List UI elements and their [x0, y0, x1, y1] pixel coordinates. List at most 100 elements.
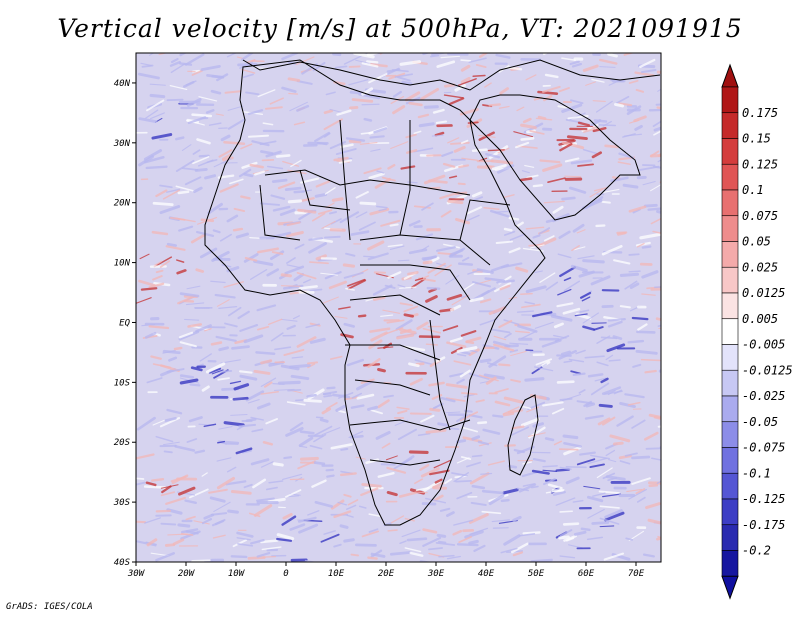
field-streak: [321, 220, 336, 229]
field-streak: [497, 164, 515, 174]
field-streak: [403, 305, 419, 313]
field-streak: [587, 457, 607, 465]
field-streak: [591, 151, 602, 159]
field-streak: [260, 461, 274, 468]
field-streak: [404, 547, 422, 553]
field-streak: [414, 359, 433, 366]
field-streak: [166, 368, 185, 373]
europe-coast: [242, 59, 661, 91]
field-streak: [160, 491, 176, 497]
field-streak: [406, 537, 428, 542]
field-streak: [301, 63, 318, 75]
field-streak: [650, 184, 661, 192]
field-streak: [337, 501, 348, 506]
field-streak: [449, 372, 464, 378]
field-streak: [603, 390, 623, 395]
field-streak: [340, 333, 354, 339]
field-streak: [497, 147, 510, 154]
field-streak: [305, 323, 320, 329]
field-streak: [541, 360, 551, 368]
field-streak: [656, 70, 661, 75]
field-streak: [345, 137, 366, 142]
field-streak: [333, 510, 352, 519]
field-streak: [233, 207, 246, 213]
field-streak: [494, 388, 509, 394]
field-streak: [542, 163, 563, 172]
field-streak: [469, 296, 484, 303]
field-streak: [624, 452, 638, 457]
field-streak: [187, 323, 203, 328]
field-streak: [386, 490, 398, 497]
field-streak: [626, 488, 643, 493]
field-streak: [166, 188, 181, 193]
field-streak: [209, 496, 226, 503]
field-streak: [589, 188, 603, 198]
field-streak: [522, 117, 532, 124]
field-streak: [340, 143, 354, 149]
field-streak: [598, 490, 620, 495]
field-streak: [367, 252, 389, 261]
field-streak: [508, 216, 520, 221]
field-streak: [522, 531, 541, 535]
field-streak: [547, 177, 566, 184]
field-streak: [562, 522, 580, 526]
field-streak: [604, 511, 625, 522]
field-streak: [158, 53, 168, 56]
field-streak: [343, 493, 352, 498]
field-streak: [609, 434, 631, 443]
field-streak: [256, 304, 277, 312]
field-streak: [428, 547, 444, 551]
field-streak: [633, 115, 647, 123]
field-streak: [257, 402, 271, 410]
field-streak: [561, 196, 576, 201]
field-streak: [628, 270, 641, 273]
field-streak: [143, 485, 167, 489]
field-streak: [287, 388, 302, 392]
field-streak: [261, 546, 282, 551]
field-streak: [450, 304, 462, 312]
field-streak: [521, 405, 532, 410]
field-streak: [435, 356, 446, 363]
field-streak: [281, 86, 297, 93]
colorbar-swatch: [721, 472, 739, 500]
field-streak: [399, 540, 407, 545]
field-streak: [495, 53, 511, 59]
field-streak: [466, 206, 482, 215]
field-streak: [136, 540, 157, 547]
field-streak: [181, 144, 192, 151]
field-streak: [586, 536, 604, 541]
field-streak: [426, 286, 441, 290]
field-streak: [200, 218, 215, 223]
field-streak: [279, 208, 296, 217]
field-streak: [186, 285, 201, 290]
colorbar-bottom-arrow: [721, 575, 739, 600]
field-streak: [375, 430, 391, 440]
field-streak: [595, 100, 613, 113]
field-streak: [431, 53, 448, 56]
field-streak: [583, 127, 595, 133]
field-streak: [143, 155, 165, 164]
field-streak: [408, 362, 420, 368]
field-streak: [253, 504, 273, 517]
field-streak: [208, 367, 222, 374]
field-streak: [577, 121, 591, 127]
field-streak: [563, 360, 573, 364]
field-streak: [196, 138, 211, 145]
field-streak: [634, 124, 643, 131]
field-streak: [425, 295, 438, 303]
field-streak: [247, 399, 260, 404]
field-streak: [174, 445, 196, 452]
field-streak: [259, 202, 281, 206]
field-streak: [642, 180, 656, 186]
field-streak: [241, 53, 255, 61]
field-streak: [493, 335, 507, 341]
field-streak: [413, 147, 434, 153]
field-streak: [503, 230, 516, 236]
field-streak: [184, 53, 205, 66]
field-streak: [368, 339, 383, 350]
field-streak: [460, 456, 472, 460]
field-streak: [601, 386, 622, 395]
field-streak: [201, 385, 210, 392]
field-streak: [407, 271, 419, 276]
field-streak: [222, 156, 234, 162]
